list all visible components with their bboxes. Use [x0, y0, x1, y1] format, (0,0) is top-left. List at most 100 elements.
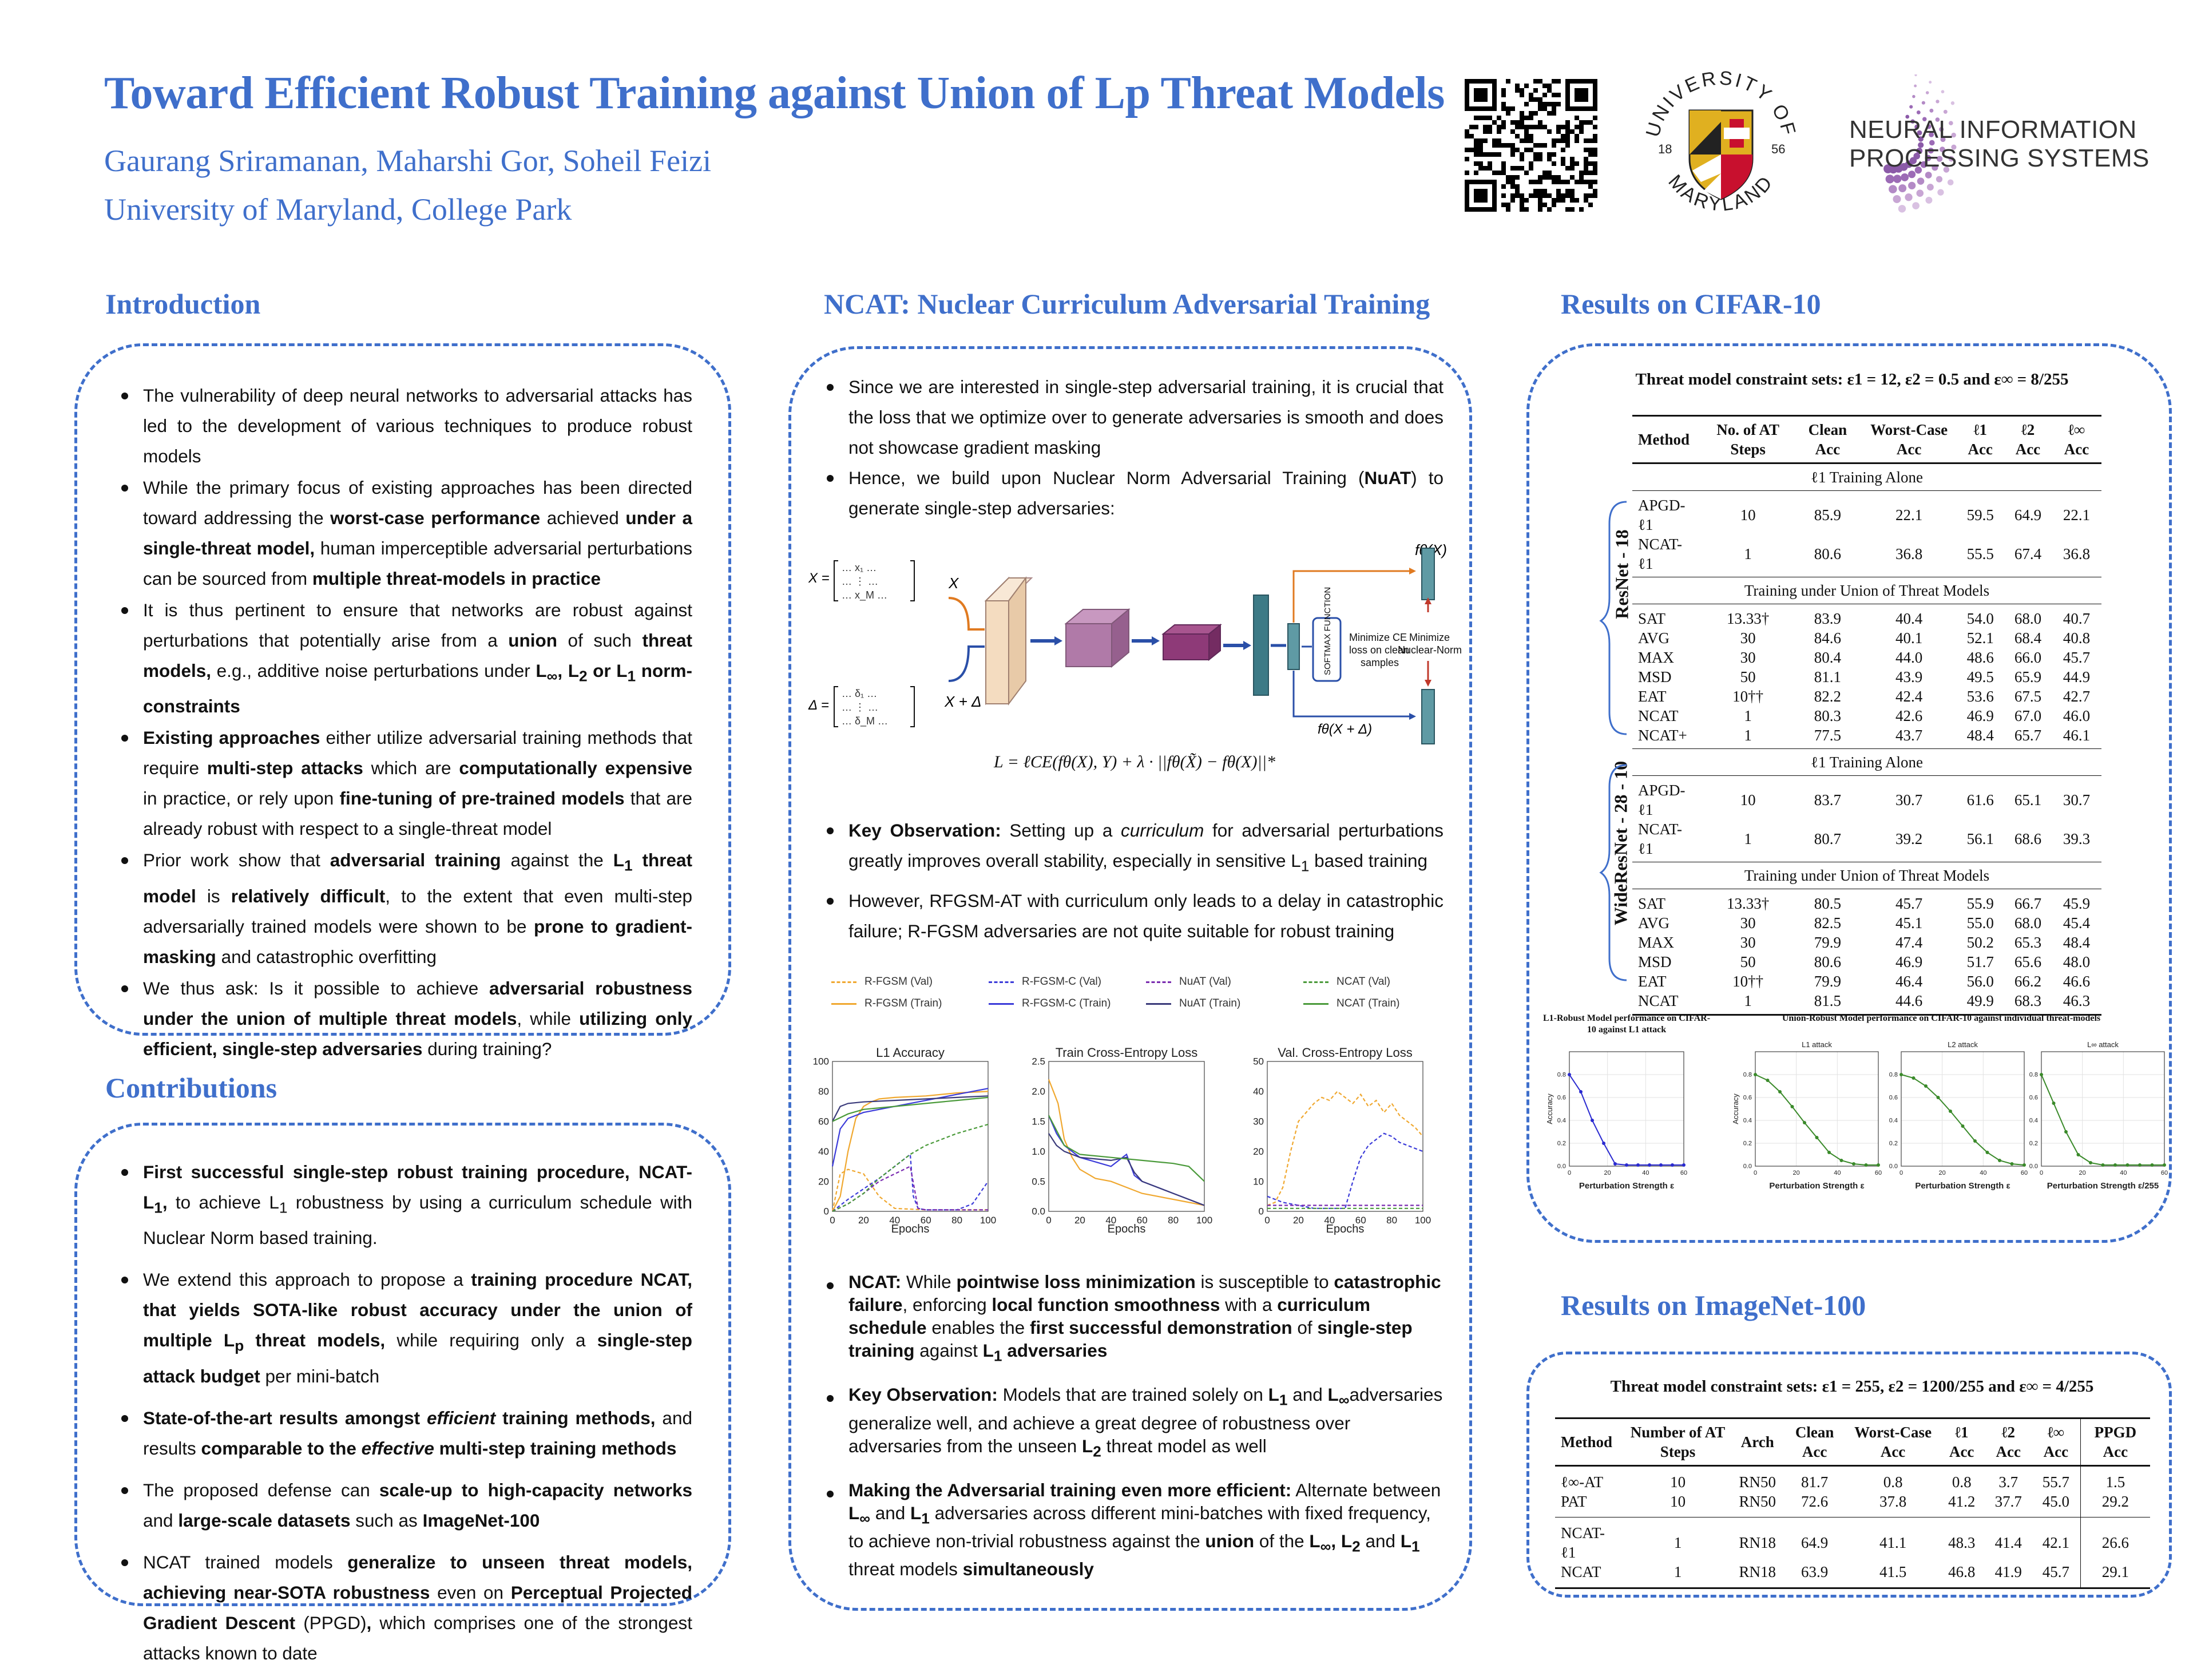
data-point: [1827, 1151, 1831, 1154]
logo-dot: [1929, 140, 1935, 146]
data-point: [1682, 1163, 1686, 1167]
qr-code[interactable]: [1465, 79, 1597, 212]
qr-module: [1474, 161, 1478, 166]
data-point: [2076, 1153, 2080, 1156]
qr-module: [1529, 134, 1533, 138]
legend-label: R-FGSM-C (Val): [1022, 976, 1101, 988]
logo-dot: [1925, 172, 1932, 179]
data-point: [1659, 1163, 1663, 1167]
qr-module: [1538, 198, 1542, 203]
table-cell: 1: [1744, 727, 1752, 744]
qr-module: [1501, 161, 1506, 166]
qr-module: [1575, 180, 1579, 184]
qr-module: [1552, 79, 1556, 84]
qr-module: [1492, 152, 1497, 157]
series-line: [1048, 1115, 1205, 1206]
qr-module: [1510, 180, 1515, 184]
qr-module: [1552, 143, 1556, 148]
x-matrix-row2: … ⋮ …: [842, 576, 878, 587]
x-tick-label: 40: [1642, 1170, 1649, 1176]
data-point: [1591, 1119, 1594, 1122]
y-tick-label: 0.2: [1743, 1140, 1752, 1147]
legend-label: R-FGSM (Train): [864, 997, 942, 1009]
logo-dot: [1935, 117, 1940, 122]
plot-frame: [1048, 1061, 1205, 1212]
table-cell: 45.7: [1895, 895, 1923, 912]
qr-module: [1565, 166, 1570, 171]
qr-module: [1510, 166, 1515, 171]
group-label: Training under Union of Threat Models: [1744, 582, 1990, 599]
qr-module: [1579, 175, 1584, 180]
qr-module: [1570, 161, 1575, 166]
x-matrix-label: X =: [808, 570, 830, 586]
table-cell: RN18: [1739, 1563, 1776, 1580]
legend-label: R-FGSM-C (Train): [1022, 997, 1111, 1009]
delta-matrix-bracket: [834, 686, 915, 727]
data-point: [2150, 1163, 2154, 1167]
table-cell: NCAT-ℓ1: [1638, 821, 1683, 857]
data-point: [1636, 1163, 1640, 1167]
y-tick-label: 0.6: [2029, 1095, 2038, 1101]
table-cell: 67.4: [2014, 545, 2042, 562]
plot: 0 20 40 60 80 100 0 20 40 60 80 100 L1 Accuracy Epoch…: [813, 1045, 997, 1235]
minimize-nuc-line2: Nuclear-Norm: [1398, 644, 1462, 656]
delta-matrix-row1: … δ₁ …: [842, 688, 877, 699]
table-row: APGD-ℓ1 10 83.7 30.7 61.6 65.1 30.7: [1632, 775, 2101, 820]
series-line: [832, 1153, 989, 1212]
table-cell: 81.5: [1814, 992, 1842, 1009]
x-tick-label: 20: [1604, 1170, 1611, 1176]
qr-module: [1529, 125, 1533, 129]
data-point: [1899, 1073, 1903, 1076]
y-tick-label: 2.5: [1032, 1056, 1045, 1067]
qr-module: [1538, 152, 1542, 157]
logo-dot: [1893, 195, 1901, 203]
qr-module: [1529, 97, 1533, 102]
data-point: [1602, 1142, 1605, 1145]
table-cell: 30.7: [1895, 791, 1923, 809]
logo-dot: [1909, 105, 1913, 109]
x-tick-label: 0: [1264, 1215, 1270, 1226]
qr-module: [1515, 148, 1520, 152]
x-tick-label: 60: [1137, 1215, 1148, 1226]
table-cell: 30.7: [2063, 791, 2091, 809]
qr-module: [1529, 193, 1533, 198]
logo-dot: [1914, 73, 1917, 77]
qr-module: [1561, 161, 1565, 166]
qr-module: [1533, 143, 1538, 148]
qr-module: [1575, 125, 1579, 129]
x-tick-label: 40: [1324, 1215, 1335, 1226]
cifar-plot-right-title: Union-Robust Model performance on CIFAR-…: [1782, 1013, 2101, 1023]
qr-module: [1542, 175, 1547, 180]
f-bottom-label: fθ(X + Δ): [1318, 722, 1372, 737]
table-cell: PAT: [1561, 1493, 1587, 1510]
qr-module: [1584, 171, 1588, 175]
qr-module: [1538, 102, 1542, 106]
x-axis-label: Perturbation Strength ε: [1915, 1181, 2010, 1191]
series-line: [1048, 1115, 1205, 1182]
qr-module: [1561, 193, 1565, 198]
qr-module: [1497, 129, 1501, 134]
qr-module: [1556, 102, 1561, 106]
logo-dot: [1929, 132, 1934, 137]
table-row: AVG 30 84.6 40.1 52.1 68.4 40.8: [1632, 628, 2101, 648]
table-cell: MAX: [1638, 934, 1675, 951]
x-axis-label: Perturbation Strength ε: [1769, 1181, 1864, 1191]
table-cell: RN50: [1739, 1493, 1776, 1510]
x-tick-label: 60: [1355, 1215, 1366, 1226]
training-curves-legend: R-FGSM (Val) R-FGSM-C (Val) NuAT (Val) NCAT…: [831, 973, 1449, 1013]
table-cell: 65.6: [2014, 953, 2042, 970]
table-cell: 10: [1740, 791, 1756, 809]
qr-module: [1579, 171, 1584, 175]
arrow-2-head: [1152, 636, 1160, 645]
legend-entry: R-FGSM (Train): [831, 994, 977, 1013]
logo-dot: [1918, 136, 1924, 142]
qr-module: [1579, 129, 1584, 134]
qr-module: [1533, 79, 1538, 84]
table-header-row: Method Number of AT Steps Arch Clean Acc Wor…: [1555, 1418, 2150, 1466]
table-cell: 68.6: [2014, 830, 2042, 847]
qr-module: [1478, 138, 1483, 143]
table-cell: 80.7: [1814, 830, 1842, 847]
logo-dot: [1901, 173, 1909, 181]
x-axis-label: Epochs: [891, 1223, 930, 1235]
table-cell: 46.8: [1948, 1563, 1976, 1580]
